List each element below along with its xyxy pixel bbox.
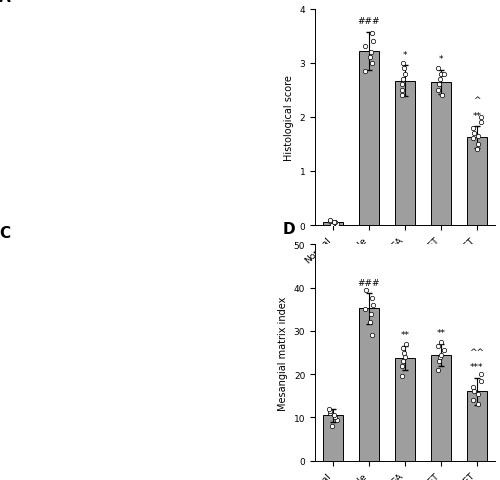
- Text: *: *: [403, 51, 407, 60]
- Point: [325, 405, 333, 413]
- Point: [326, 409, 334, 417]
- Point: [368, 30, 376, 38]
- Y-axis label: Mesangial matrix index: Mesangial matrix index: [278, 296, 288, 410]
- Bar: [467, 138, 487, 226]
- Point: [434, 65, 442, 73]
- Point: [367, 310, 375, 318]
- Text: **: **: [436, 329, 446, 338]
- Point: [367, 49, 375, 57]
- Bar: [395, 358, 415, 461]
- Point: [435, 358, 443, 365]
- Text: **: **: [400, 330, 409, 339]
- Y-axis label: Histological score: Histological score: [284, 75, 294, 160]
- Text: ###: ###: [358, 17, 380, 26]
- Point: [438, 92, 446, 100]
- Point: [478, 114, 486, 121]
- Point: [330, 412, 338, 420]
- Point: [399, 60, 407, 68]
- Point: [399, 76, 407, 84]
- Point: [436, 353, 444, 361]
- Point: [434, 366, 442, 374]
- Point: [331, 414, 339, 421]
- Text: A: A: [0, 0, 11, 5]
- Point: [469, 384, 477, 391]
- Bar: [395, 82, 415, 226]
- Point: [326, 407, 334, 415]
- Point: [401, 71, 409, 78]
- Point: [478, 371, 486, 378]
- Point: [436, 76, 444, 84]
- Point: [366, 54, 374, 62]
- Bar: [431, 355, 451, 461]
- Text: D: D: [282, 221, 295, 236]
- Text: ^^: ^^: [470, 347, 484, 356]
- Point: [326, 217, 334, 225]
- Text: ***: ***: [470, 362, 484, 372]
- Point: [470, 388, 478, 396]
- Bar: [467, 392, 487, 461]
- Point: [435, 82, 443, 89]
- Text: C: C: [0, 225, 10, 240]
- Bar: [323, 223, 343, 226]
- Point: [328, 222, 336, 229]
- Point: [402, 340, 410, 348]
- Point: [477, 119, 485, 127]
- Text: ###: ###: [358, 278, 380, 287]
- Text: **: **: [472, 111, 482, 120]
- Point: [400, 65, 408, 73]
- Point: [474, 401, 482, 408]
- Point: [331, 219, 339, 227]
- Point: [366, 319, 374, 326]
- Point: [398, 82, 406, 89]
- Text: B: B: [282, 0, 294, 1]
- Point: [368, 332, 376, 339]
- Point: [361, 68, 369, 75]
- Point: [436, 351, 444, 359]
- Point: [334, 221, 342, 228]
- Bar: [359, 52, 379, 226]
- Bar: [323, 416, 343, 461]
- Point: [398, 372, 406, 380]
- Point: [477, 377, 485, 385]
- Text: ^: ^: [473, 96, 480, 105]
- Point: [474, 132, 482, 140]
- Point: [326, 216, 334, 224]
- Point: [434, 87, 442, 95]
- Point: [436, 71, 444, 78]
- Bar: [359, 309, 379, 461]
- Point: [360, 44, 368, 51]
- Point: [398, 92, 406, 100]
- Text: *: *: [438, 55, 443, 64]
- Point: [400, 349, 408, 357]
- Point: [362, 286, 370, 294]
- Point: [368, 295, 376, 303]
- Point: [398, 87, 406, 95]
- Point: [368, 60, 376, 68]
- Bar: [431, 83, 451, 226]
- Point: [470, 130, 478, 138]
- Point: [398, 362, 406, 370]
- Point: [330, 219, 338, 227]
- Point: [360, 306, 368, 313]
- Point: [440, 71, 448, 78]
- Point: [474, 390, 482, 397]
- Point: [334, 416, 342, 424]
- Point: [399, 358, 407, 365]
- Point: [473, 146, 481, 154]
- Point: [437, 338, 445, 346]
- Point: [434, 343, 442, 350]
- Point: [370, 38, 378, 46]
- Point: [401, 353, 409, 361]
- Point: [468, 135, 476, 143]
- Point: [399, 345, 407, 352]
- Point: [328, 422, 336, 430]
- Point: [468, 396, 476, 404]
- Point: [370, 301, 378, 309]
- Point: [440, 347, 448, 354]
- Point: [469, 124, 477, 132]
- Point: [474, 141, 482, 148]
